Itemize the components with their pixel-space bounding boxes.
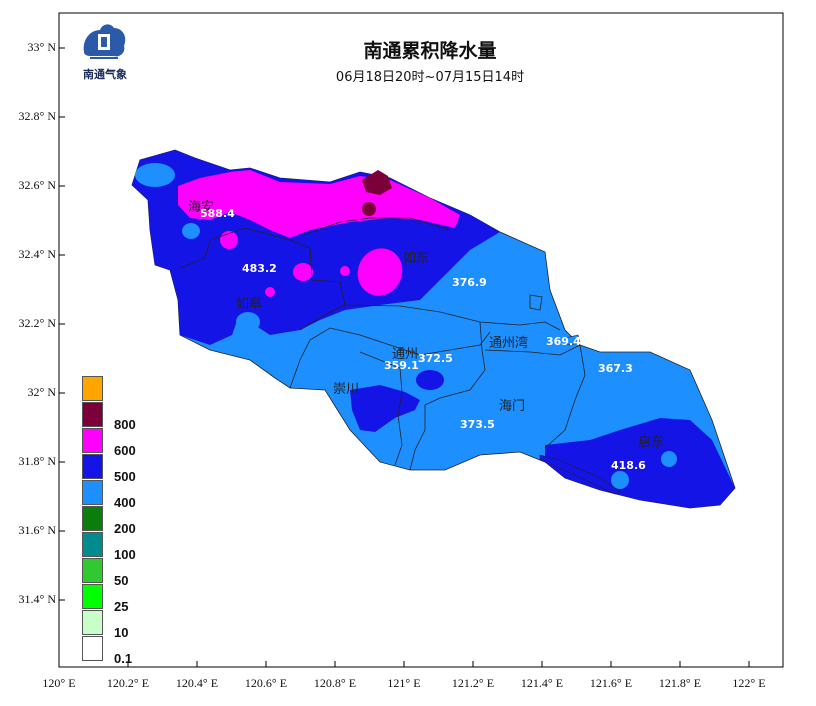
- legend-item: 25: [82, 584, 162, 614]
- place-label-haian: 海安: [188, 200, 215, 215]
- x-tick-label: 122° E: [732, 676, 766, 690]
- legend-item: 100: [82, 532, 162, 562]
- legend-item: [82, 376, 162, 402]
- legend-item: 500: [82, 454, 162, 484]
- legend: 800 600 500 400 200 100 50 25 10 0.1: [82, 376, 162, 666]
- x-tick-label: 121.6° E: [589, 676, 633, 690]
- region-800: [362, 170, 392, 195]
- rain-value-chongchuan: 359.1: [384, 359, 419, 372]
- rain-value-tongzhou: 372.5: [418, 352, 453, 365]
- place-label-chongchuan: 崇川: [333, 382, 360, 397]
- rain-value-qidong-north: 367.3: [598, 362, 633, 375]
- y-tick-label: 32.4° N: [18, 247, 56, 261]
- weather-service-logo: [83, 24, 126, 59]
- place-label-rudong: 如东: [403, 251, 430, 266]
- rain-value-rudong: 376.9: [452, 276, 487, 289]
- legend-item: 10: [82, 610, 162, 640]
- x-tick-label: 120.6° E: [244, 676, 288, 690]
- district-boundaries: [179, 217, 586, 471]
- map-title: 南通累积降水量: [363, 40, 497, 62]
- y-tick-label: 32.2° N: [18, 316, 56, 330]
- x-tick-label: 121° E: [387, 676, 421, 690]
- rain-value-rugao: 483.2: [242, 262, 277, 275]
- map-subtitle: 06月18日20时~07月15日14时: [335, 70, 525, 85]
- x-tick-label: 121.4° E: [520, 676, 564, 690]
- y-tick-label: 31.8° N: [18, 454, 56, 468]
- legend-item: 0.1: [82, 636, 162, 666]
- legend-item: 200: [82, 506, 162, 536]
- y-tick-marks: [58, 47, 750, 667]
- x-tick-label: 121.2° E: [451, 676, 495, 690]
- y-tick-label: 31.4° N: [18, 592, 56, 606]
- logo-text: 南通气象: [83, 68, 127, 81]
- legend-item: 50: [82, 558, 162, 588]
- x-tick-label: 120.8° E: [313, 676, 357, 690]
- y-tick-label: 32° N: [27, 385, 56, 399]
- region-500-east: [545, 418, 735, 508]
- legend-item: 600: [82, 428, 162, 458]
- region-600-rudong: [357, 248, 403, 296]
- place-label-haimen: 海门: [499, 399, 526, 414]
- place-label-tongzhouwan: 通州湾: [489, 336, 529, 351]
- region-500-south: [350, 385, 420, 432]
- region-500-tongzhou: [416, 370, 444, 390]
- x-tick-label: 120° E: [42, 676, 76, 690]
- rain-value-haimen: 373.5: [460, 418, 495, 431]
- legend-item: 800: [82, 402, 162, 432]
- y-tick-label: 33° N: [27, 40, 56, 54]
- place-label-rugao: 如皋: [236, 297, 263, 312]
- rain-value-haian: 588.4: [200, 207, 235, 220]
- rain-value-qidong: 418.6: [611, 459, 646, 472]
- rain-value-tongzhouwan: 369.4: [546, 335, 581, 348]
- place-label-tongzhou: 通州: [392, 347, 419, 362]
- y-tick-label: 32.8° N: [18, 109, 56, 123]
- x-tick-label: 120.4° E: [175, 676, 219, 690]
- y-tick-label: 31.6° N: [18, 523, 56, 537]
- x-tick-label: 120.2° E: [106, 676, 150, 690]
- legend-item: 400: [82, 480, 162, 510]
- place-label-qidong: 启东: [638, 435, 665, 450]
- x-tick-label: 121.8° E: [658, 676, 702, 690]
- y-tick-label: 32.6° N: [18, 178, 56, 192]
